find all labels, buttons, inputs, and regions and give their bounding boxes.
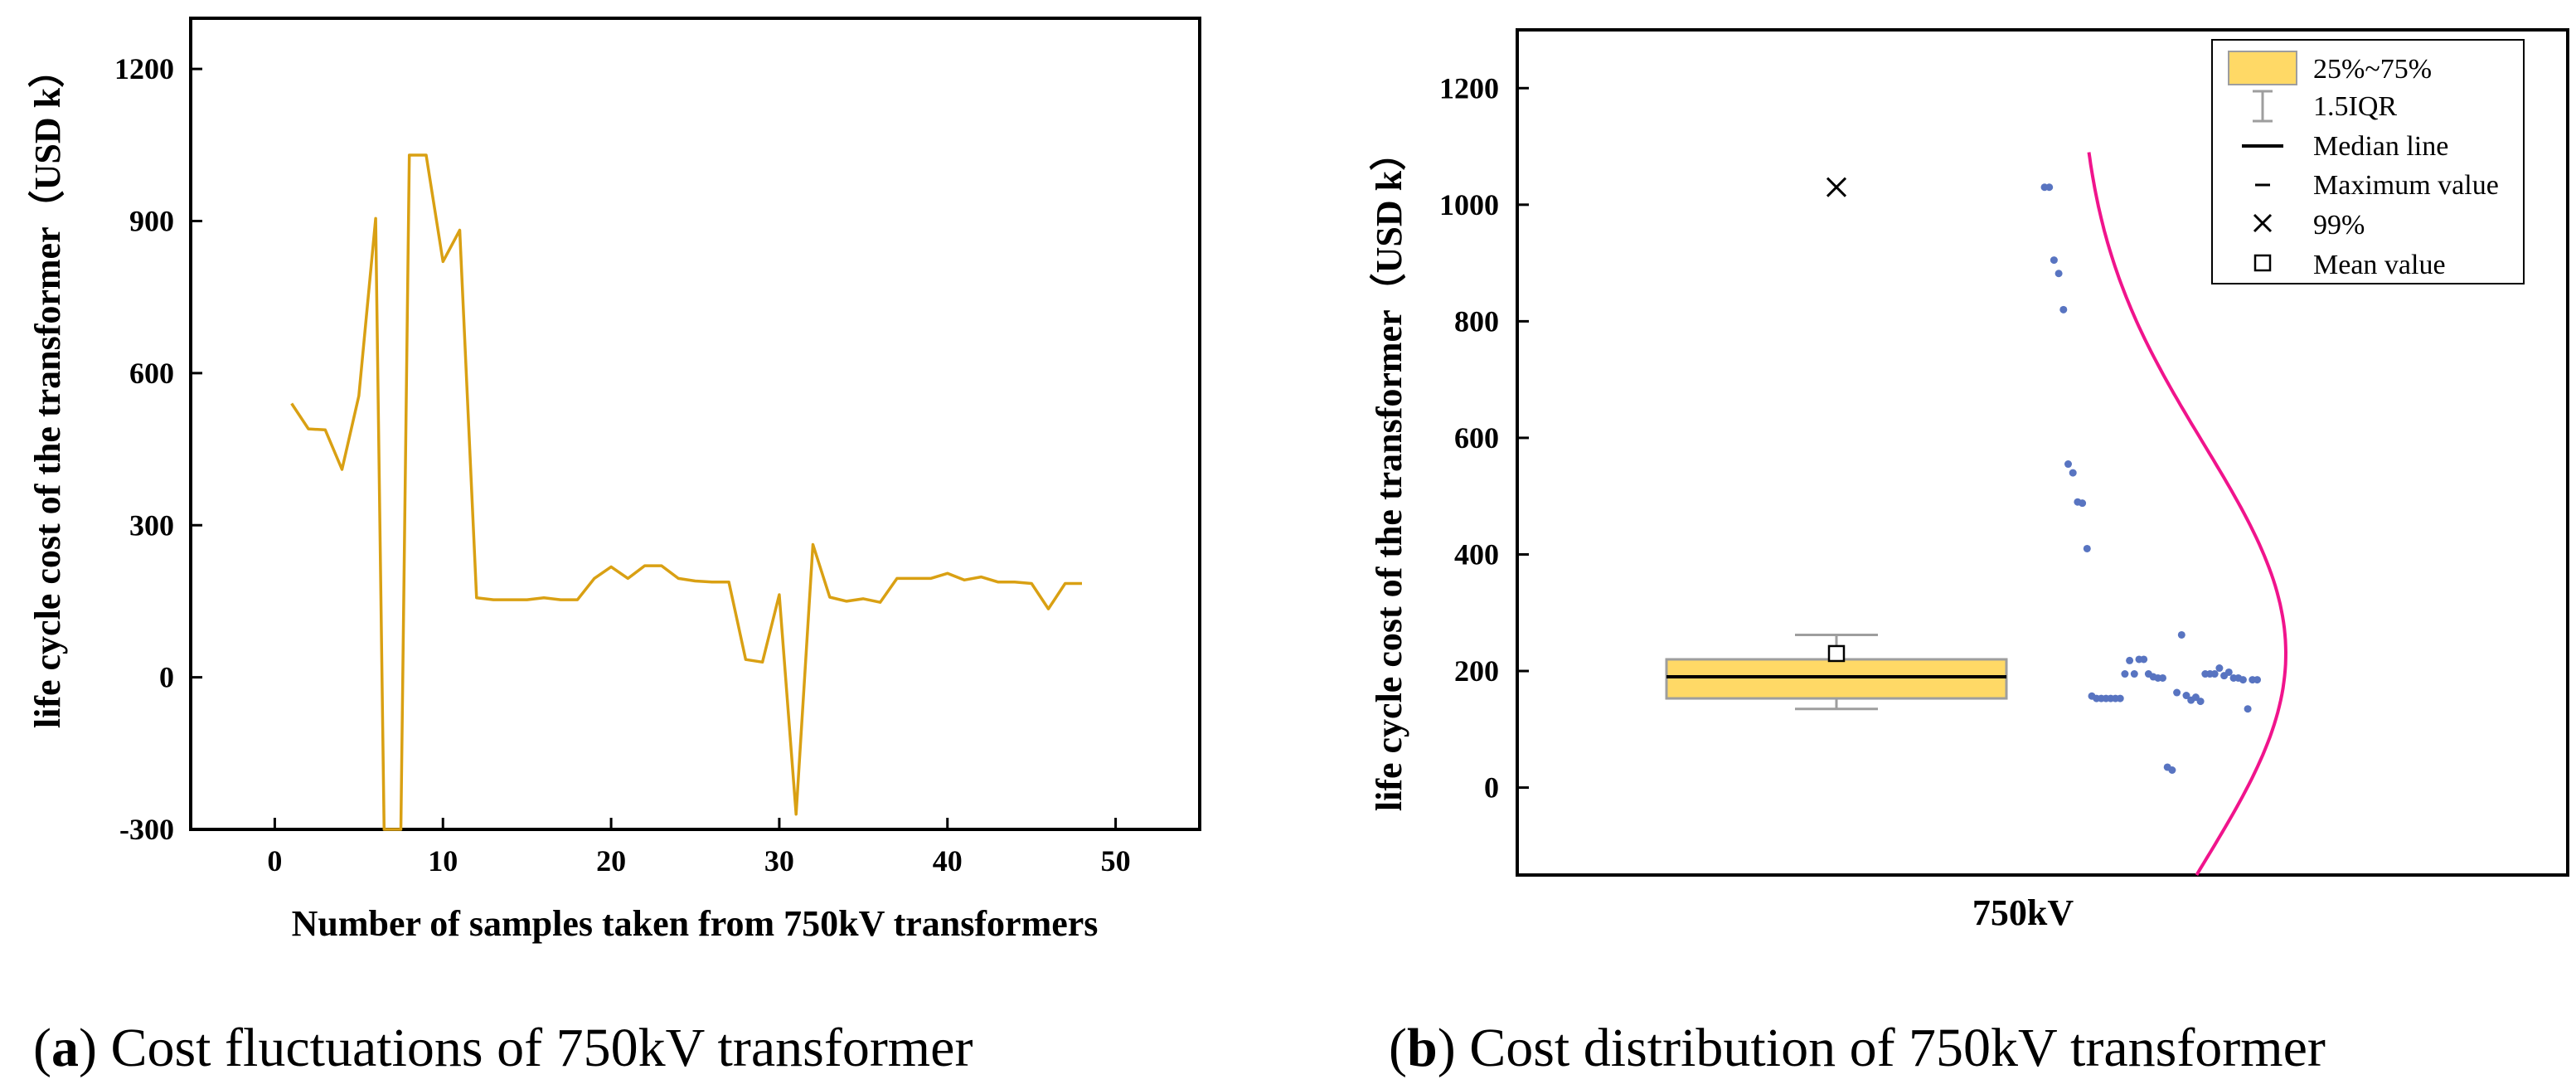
y-tick-label: 1200 <box>1439 71 1499 105</box>
y-tick-label: 1000 <box>1439 188 1499 221</box>
legend-box-swatch <box>2228 51 2297 85</box>
y-axis-ticks: 0 200 400 600 800 1000 1200 <box>1439 71 1529 805</box>
y-tick-label: 200 <box>1454 654 1499 688</box>
y-tick-label: 600 <box>129 357 174 390</box>
y-tick-label: 1200 <box>114 52 174 85</box>
legend: 25%~75% 1.5IQR Median line Maximum value… <box>2211 39 2525 284</box>
data-point <box>2054 270 2063 278</box>
data-point <box>2210 670 2219 678</box>
legend-label: Median line <box>2313 131 2448 162</box>
y-tick-label: 300 <box>129 508 174 542</box>
data-point <box>2083 544 2091 552</box>
legend-label: 99% <box>2313 210 2365 241</box>
iqr-box <box>1665 658 2008 700</box>
data-point <box>2140 655 2148 664</box>
y-tick-label: 0 <box>1484 771 1499 805</box>
y-tick-label: 900 <box>129 205 174 238</box>
series-line <box>290 153 1082 831</box>
data-point <box>2253 676 2261 684</box>
data-series <box>290 153 1082 831</box>
plot-frame <box>1516 28 2569 877</box>
data-point <box>2045 183 2054 192</box>
scatter-points <box>2040 183 2261 775</box>
normal-curve-line <box>2087 152 2288 877</box>
data-point <box>2168 766 2176 775</box>
data-point <box>2130 670 2138 678</box>
data-point <box>2182 692 2190 700</box>
panel-b-box-chart: 0 200 400 600 800 1000 1200 life cycle cost of… <box>1369 28 2569 933</box>
data-point <box>2121 670 2129 678</box>
data-point <box>2173 688 2181 697</box>
x-tick-label: 30 <box>764 844 794 878</box>
x-axis-ticks: 0 10 20 30 40 50 <box>267 818 1131 878</box>
legend-iqr-swatch <box>2253 90 2273 123</box>
y-tick-label: 0 <box>159 661 174 694</box>
y-axis-title: life cycle cost of the transformer（USD k… <box>1369 134 1409 811</box>
data-point <box>2159 673 2166 682</box>
caption-b: (b) Cost distribution of 750kV transform… <box>1389 1018 2326 1078</box>
panel-a-line-chart: -300 0 300 600 900 1200 0 10 20 30 40 50 life cycl… <box>27 17 1201 944</box>
x-tick-label: 0 <box>267 844 282 878</box>
x-category-label: 750kV <box>1972 892 2074 933</box>
data-point <box>2196 698 2205 706</box>
box-plot <box>1665 177 2008 711</box>
normal-curve <box>2087 152 2288 877</box>
y-tick-label: 800 <box>1454 304 1499 338</box>
mean-marker <box>1827 644 1846 663</box>
p99-marker <box>1826 177 1847 197</box>
data-point <box>2069 469 2077 477</box>
y-tick-label: 400 <box>1454 537 1499 571</box>
x-tick-label: 50 <box>1101 844 1131 878</box>
legend-p99-swatch <box>2253 213 2273 233</box>
x-tick-label: 10 <box>428 844 458 878</box>
legend-label: 25%~75% <box>2313 54 2432 85</box>
data-point <box>2224 668 2233 676</box>
data-point <box>2177 630 2185 639</box>
y-axis-ticks: -300 0 300 600 900 1200 <box>114 52 202 846</box>
x-tick-label: 40 <box>933 844 963 878</box>
data-point <box>2050 256 2058 265</box>
data-point <box>2064 460 2072 469</box>
legend-mean-swatch <box>2253 254 2272 272</box>
legend-label: Mean value <box>2313 250 2446 280</box>
y-tick-label: -300 <box>119 813 174 846</box>
legend-label: 1.5IQR <box>2313 91 2397 122</box>
y-tick-label: 600 <box>1454 421 1499 455</box>
x-axis-title: Number of samples taken from 750kV trans… <box>292 903 1099 944</box>
data-point <box>2059 305 2068 314</box>
data-point <box>2239 676 2247 684</box>
plot-frame <box>189 17 1201 831</box>
x-tick-label: 20 <box>596 844 626 878</box>
legend-label: Maximum value <box>2313 170 2499 201</box>
data-point <box>2079 499 2087 508</box>
data-point <box>2244 705 2252 713</box>
data-point <box>2126 656 2134 664</box>
data-point <box>2116 694 2124 703</box>
caption-a: (a) Cost fluctuations of 750kV transform… <box>33 1018 973 1078</box>
data-point <box>2215 664 2224 673</box>
y-axis-title: life cycle cost of the transformer（USD k… <box>27 51 68 728</box>
